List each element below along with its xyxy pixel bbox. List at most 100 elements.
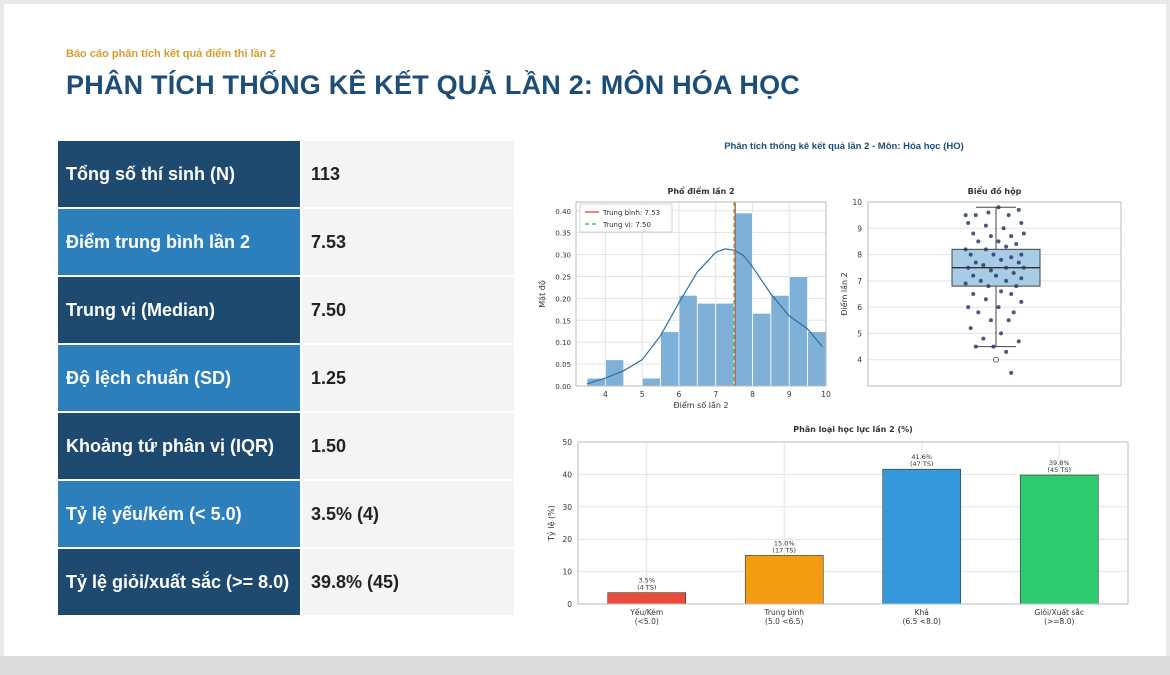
hist-bar — [678, 294, 698, 387]
stat-label: Khoảng tứ phân vị (IQR) — [58, 413, 300, 479]
box-ylabel: Điểm lần 2 — [839, 272, 849, 316]
box-point — [1004, 244, 1009, 249]
box-point — [1009, 370, 1014, 375]
box-point — [1019, 221, 1024, 226]
box-point — [999, 257, 1004, 262]
box-point — [999, 289, 1004, 294]
bar-category-label: Khá — [915, 608, 929, 617]
box-point — [976, 310, 981, 315]
box-point — [988, 268, 993, 273]
box-point — [1011, 270, 1016, 275]
box-ytick-label: 10 — [852, 198, 862, 207]
hist-bar — [641, 377, 661, 387]
box-point — [966, 265, 971, 270]
hist-xtick-label: 4 — [603, 390, 608, 399]
box-point — [986, 210, 991, 215]
box-ytick-label: 8 — [857, 251, 862, 260]
box-point — [973, 213, 978, 218]
box-point — [996, 239, 1001, 244]
bar-data-label-count: (4 TS) — [637, 584, 656, 592]
hist-ytick-label: 0.10 — [555, 339, 571, 347]
report-subtitle: Báo cáo phân tích kết quả điểm thi lần 2 — [66, 48, 276, 60]
hist-xtick-label: 9 — [787, 390, 792, 399]
stat-label: Tỷ lệ yếu/kém (< 5.0) — [58, 481, 300, 547]
box-point — [994, 273, 998, 278]
bar-ytick-label: 50 — [562, 438, 572, 447]
bar-frame — [577, 441, 1129, 605]
bar-ytick-label: 10 — [562, 568, 572, 577]
hist-ytick-label: 0.20 — [555, 295, 571, 303]
bar-category-sublabel: (5.0 <6.5) — [765, 617, 803, 626]
hist-xtick-label: 7 — [713, 390, 718, 399]
box-point — [963, 247, 968, 252]
box-point — [988, 318, 993, 323]
hist-ytick-label: 0.00 — [555, 383, 571, 391]
stat-row: Độ lệch chuẩn (SD) 1.25 — [58, 345, 514, 411]
boxplot-chart: Biểu đồ hộp 4 5 6 7 8 9 10 Điểm lần 2 — [839, 185, 1122, 387]
hist-bar — [788, 276, 809, 387]
box-point — [991, 252, 996, 257]
box-point — [1014, 242, 1019, 247]
bar-data-label-percent: 41.6% — [911, 453, 932, 461]
hist-ytick-label: 0.25 — [555, 273, 571, 281]
box-point — [983, 247, 988, 252]
box-point — [1019, 252, 1024, 257]
page-title: PHÂN TÍCH THỐNG KÊ KẾT QUẢ LẦN 2: MÔN HÓ… — [66, 70, 800, 100]
box-point — [971, 231, 976, 236]
bar-data-label-percent: 15.0% — [774, 539, 795, 547]
bar-ytick-label: 40 — [562, 470, 572, 479]
box-point — [1011, 310, 1016, 315]
stat-value: 1.25 — [302, 345, 514, 411]
hist-ytick-label: 0.35 — [555, 230, 571, 238]
box-point — [976, 239, 981, 244]
category-bar-chart: Phân loại học lực lần 2 (%) 0 10 20 30 40 50 3.… — [546, 424, 1129, 626]
bar-ytick-label: 30 — [562, 503, 572, 512]
stat-label: Tỷ lệ giỏi/xuất sắc (>= 8.0) — [58, 549, 300, 615]
hist-bar — [605, 359, 625, 387]
stat-row: Trung vị (Median) 7.50 — [58, 277, 514, 343]
box-point — [1004, 278, 1009, 283]
stats-table: Tổng số thí sinh (N) 113 Điểm trung bình l… — [58, 141, 514, 617]
stat-value: 113 — [302, 141, 514, 207]
box-title: Biểu đồ hộp — [968, 185, 1022, 196]
bar-data-label-count: (47 TS) — [910, 460, 934, 468]
box-point — [966, 305, 971, 310]
hist-title: Phổ điểm lần 2 — [667, 185, 734, 196]
box-point — [1014, 284, 1019, 289]
box-point — [1021, 231, 1026, 236]
box-ytick-label: 6 — [857, 303, 862, 312]
bar-rect — [607, 592, 687, 605]
stat-row: Tỷ lệ yếu/kém (< 5.0) 3.5% (4) — [58, 481, 514, 547]
box-point — [996, 205, 1001, 210]
box-point — [1004, 349, 1009, 354]
box-point — [996, 305, 1001, 310]
stat-value: 7.53 — [302, 209, 514, 275]
box-point — [1021, 265, 1026, 270]
box-point — [973, 260, 978, 265]
box-point — [988, 234, 993, 239]
box-point — [983, 223, 988, 228]
box-point — [1001, 226, 1006, 231]
stat-label: Điểm trung bình lần 2 — [58, 209, 300, 275]
hist-ylabel: Mật độ — [537, 280, 548, 308]
hist-legend-mean-label: Trung bình: 7.53 — [602, 209, 660, 217]
box-point — [1019, 276, 1024, 281]
bar-ytick-label: 20 — [562, 535, 572, 544]
hist-xlabel: Điểm số lần 2 — [673, 400, 728, 410]
box-point — [981, 263, 986, 268]
stat-label: Trung vị (Median) — [58, 277, 300, 343]
stat-row: Tổng số thí sinh (N) 113 — [58, 141, 514, 207]
bar-data-label-percent: 3.5% — [638, 577, 655, 585]
box-ytick-label: 7 — [857, 277, 862, 286]
box-point — [999, 331, 1004, 336]
bar-data-label-count: (45 TS) — [1047, 466, 1071, 474]
stat-row: Điểm trung bình lần 2 7.53 — [58, 209, 514, 275]
hist-ytick-label: 0.15 — [555, 317, 571, 325]
stat-label: Tổng số thí sinh (N) — [58, 141, 300, 207]
hist-bar — [696, 302, 717, 387]
bar-ytick-label: 0 — [567, 600, 572, 609]
bar-data-label-count: (17 TS) — [772, 546, 796, 554]
box-ytick-label: 4 — [857, 356, 862, 365]
box-point — [1016, 207, 1021, 212]
stat-value: 7.50 — [302, 277, 514, 343]
